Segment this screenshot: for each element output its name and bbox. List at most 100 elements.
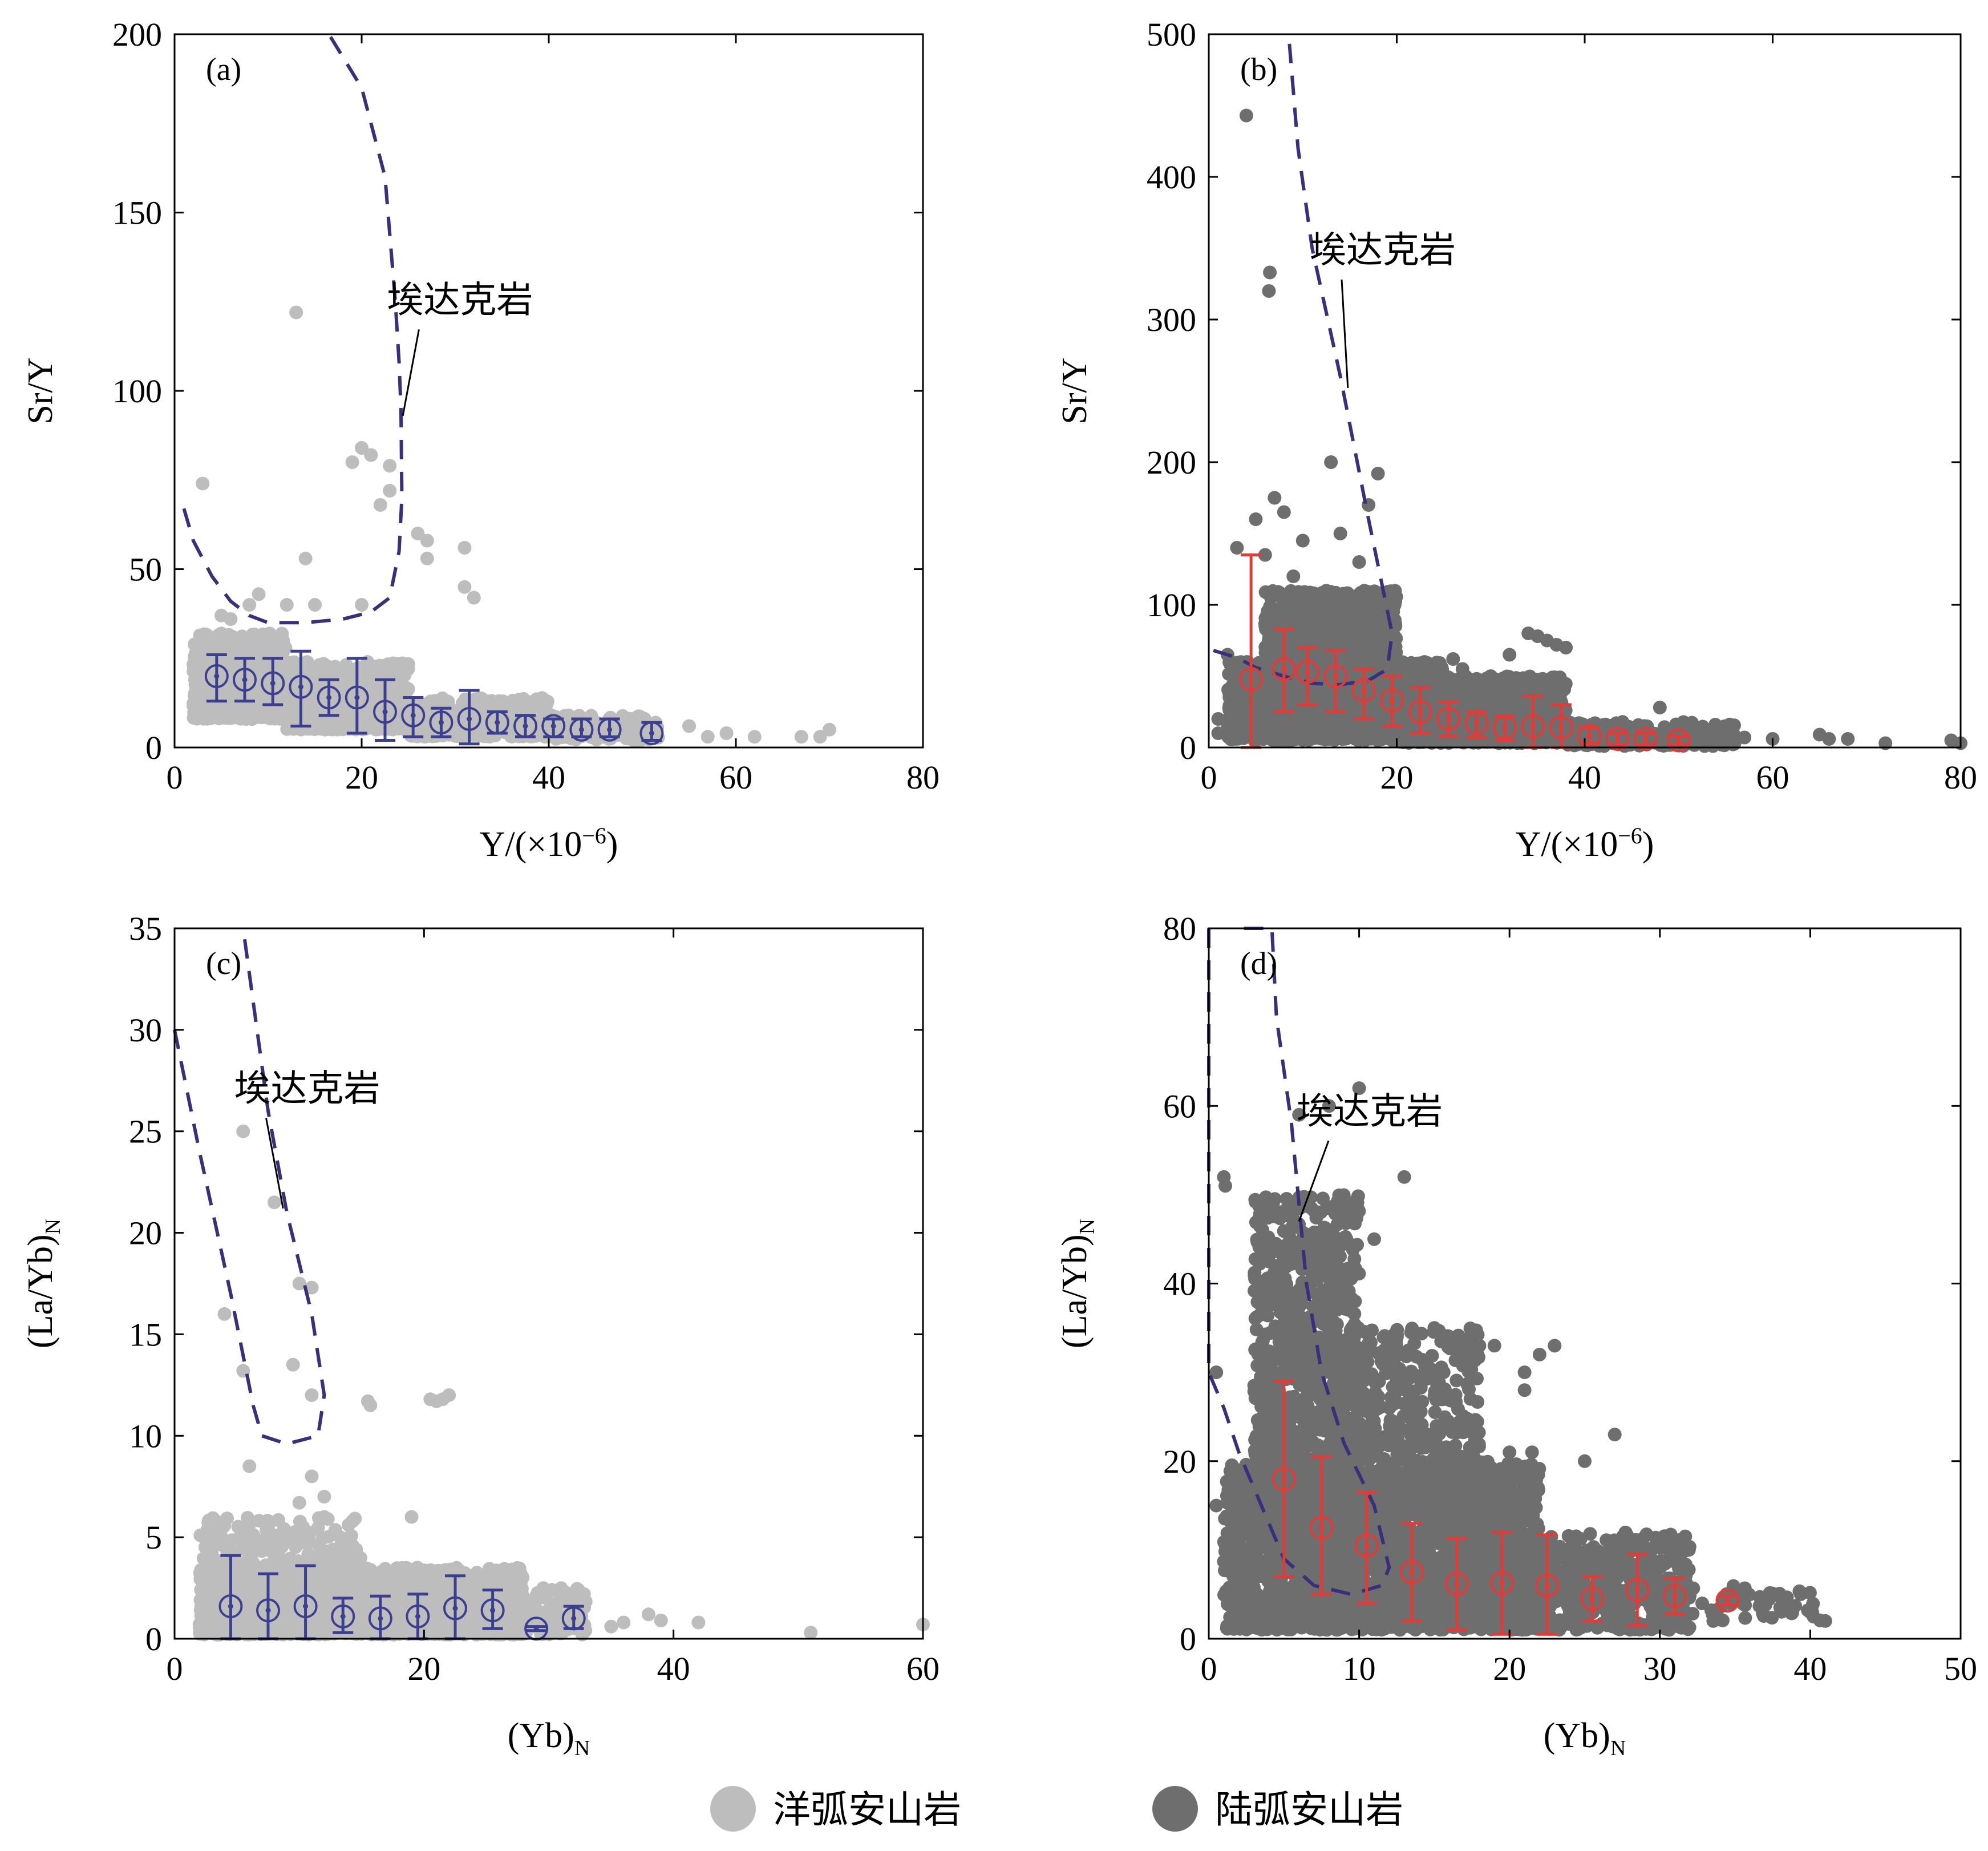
panel-a-point-1890 xyxy=(289,305,303,320)
panel-a-point-682 xyxy=(246,628,260,641)
panel-a-mean-dot-9 xyxy=(467,716,472,722)
panel-a-point-1348 xyxy=(306,662,319,677)
panel-a-mean-dot-8 xyxy=(438,720,444,725)
panel-b-point-2488 xyxy=(1228,725,1242,739)
panel-a-point-1768 xyxy=(519,698,533,712)
panel-a-mean-dot-15 xyxy=(649,730,654,736)
panel-a-point-1909 xyxy=(355,598,369,612)
panel-a-point-626 xyxy=(197,627,212,641)
panel-a-point-1903 xyxy=(467,591,481,605)
panel-a-ytick-label-1: 50 xyxy=(129,551,162,588)
panel-a-point-642 xyxy=(247,662,261,677)
panel-a-point-1304 xyxy=(365,660,379,674)
panel-b-point-1092 xyxy=(1363,630,1378,644)
panel-b-point-1046 xyxy=(1259,622,1273,636)
panel-a-point-1901 xyxy=(457,541,472,555)
panel-a-point-662 xyxy=(228,660,242,674)
panel-a-xtick-label-2: 40 xyxy=(532,759,565,796)
panel-a-point-1906 xyxy=(242,598,257,612)
panel-a-xtick-label-0: 0 xyxy=(167,759,183,796)
panel-a-point-681 xyxy=(191,705,205,720)
panel-a-point-1344 xyxy=(301,697,315,712)
panel-a-point-1339 xyxy=(396,678,410,692)
panel-a-point-697 xyxy=(268,706,282,720)
panel-a-point-696 xyxy=(204,711,218,725)
panel-a-point-1893 xyxy=(345,455,359,469)
panel-a-point-1897 xyxy=(196,476,210,491)
panel-b-point-1084 xyxy=(1327,624,1342,638)
panel-b-point-2491 xyxy=(1235,706,1249,721)
panel-a-mean-dot-14 xyxy=(607,727,613,733)
panel-a-mean-dot-6 xyxy=(382,709,388,714)
panel-b-point-2489 xyxy=(1302,710,1316,724)
panel-a-point-1916 xyxy=(823,722,836,737)
panel-b-point-1044 xyxy=(1362,592,1376,607)
panel-a-point-1759 xyxy=(532,696,546,710)
panel-a-ytick-label-4: 200 xyxy=(112,16,162,53)
panel-a-point-1899 xyxy=(420,534,434,548)
panel-a-point-1911 xyxy=(701,730,715,744)
panel-a-point-664 xyxy=(226,645,241,659)
panel-a-mean-dot-2 xyxy=(270,681,276,686)
panel-a-mean-dot-13 xyxy=(578,727,584,733)
panel-a-point-1332 xyxy=(326,721,341,735)
panel-b-point-1041 xyxy=(1322,601,1335,615)
panel-a-mean-dot-7 xyxy=(410,713,416,718)
panel-a-mean-dot-4 xyxy=(326,695,332,700)
panel-a-point-698 xyxy=(242,705,257,720)
panel-a-point-677 xyxy=(225,631,240,645)
panel-b-point-1082 xyxy=(1337,587,1351,601)
panel-b-point-1059 xyxy=(1346,632,1360,646)
panel-a-mean-dot-0 xyxy=(214,673,220,679)
panel-a-point-1904 xyxy=(298,551,313,565)
panel-a-xtick-label-3: 60 xyxy=(719,759,752,796)
panel-a-point-1895 xyxy=(373,498,387,512)
panel-a-point-1905 xyxy=(252,587,266,601)
panel-b-point-1098 xyxy=(1389,589,1403,604)
panel-a-point-1913 xyxy=(747,730,762,744)
panel-a-point-1912 xyxy=(719,726,734,740)
panel-a-point-1346 xyxy=(382,658,396,673)
panel-a-label: (a) xyxy=(206,52,241,87)
panel-a-point-1894 xyxy=(383,459,397,473)
panel-b-point-2484 xyxy=(1323,719,1338,733)
panel-a-point-1892 xyxy=(364,448,378,462)
panel-a-point-1270 xyxy=(395,656,409,670)
panel-a-point-699 xyxy=(276,633,290,647)
panel-a-mean-dot-3 xyxy=(298,684,303,690)
panel-a-ytick-label-2: 100 xyxy=(112,373,162,410)
panel-b-point-1097 xyxy=(1281,615,1295,629)
panel-a-point-1907 xyxy=(280,598,294,612)
panel-a-point-667 xyxy=(216,710,230,724)
panel-a-point-1900 xyxy=(420,551,434,565)
panel-a-point-1318 xyxy=(285,658,299,673)
panel-a-x-close: ) xyxy=(606,825,618,864)
panel-a-point-1762 xyxy=(482,697,496,711)
panel-b-point-2482 xyxy=(1247,728,1261,742)
panel-b-point-1090 xyxy=(1285,599,1299,613)
panel-a-point-1340 xyxy=(303,721,317,735)
panel-a-point-1908 xyxy=(308,598,322,612)
panel-a-y-axis-title: Sr/Y xyxy=(21,357,60,424)
panel-a-xtick-label-4: 80 xyxy=(906,759,940,796)
panel-b-point-2434 xyxy=(1354,655,1368,669)
panel-a-mean-dot-10 xyxy=(495,720,500,725)
panel-a-point-1324 xyxy=(352,661,366,676)
panel-b-point-2487 xyxy=(1410,656,1424,670)
panel-a-point-1315 xyxy=(348,713,362,728)
panel-a-x-exponent: −6 xyxy=(582,823,606,848)
panel-b-point-2490 xyxy=(1265,725,1279,739)
panel-a-point-1910 xyxy=(682,719,696,733)
panel-a-point-1896 xyxy=(383,484,397,498)
panel-b-point-962 xyxy=(1323,585,1338,599)
panel-a-point-672 xyxy=(237,646,252,660)
panel-a-mean-dot-1 xyxy=(242,677,248,682)
panel-b-point-1073 xyxy=(1349,606,1363,620)
panel-a-ytick-label-3: 150 xyxy=(112,195,162,232)
panel-a-annotation: 埃达克岩 xyxy=(387,280,533,322)
panel-a-point-695 xyxy=(188,650,202,664)
panel-a-mean-dot-12 xyxy=(550,724,556,729)
panel-b-point-2495 xyxy=(1222,703,1237,717)
